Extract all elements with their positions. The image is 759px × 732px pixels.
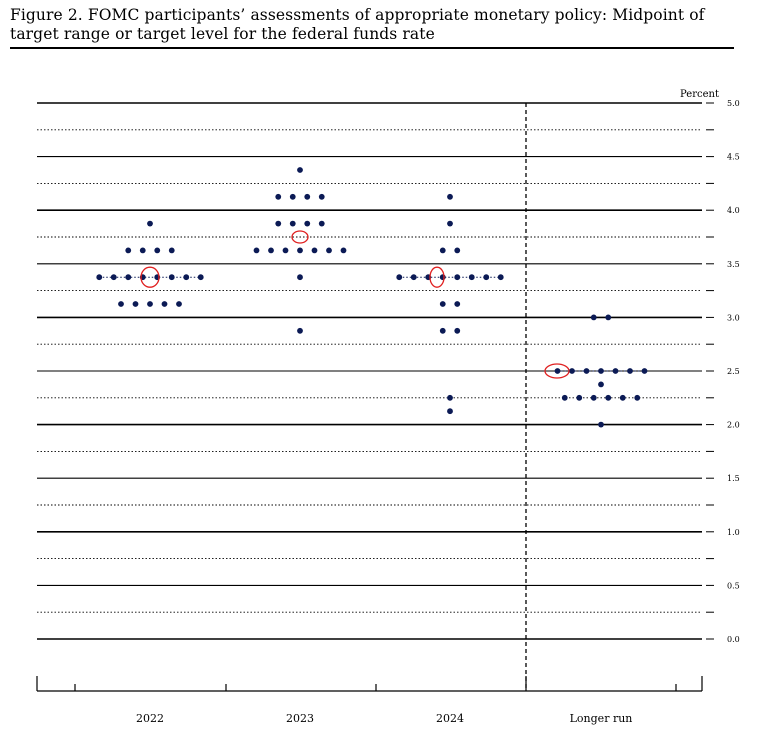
dot: [183, 274, 190, 281]
dot: [497, 274, 504, 281]
dot: [297, 167, 303, 173]
dot: [275, 220, 282, 227]
highlight-ellipse: [429, 266, 445, 288]
dot: [483, 274, 490, 281]
dot: [554, 368, 561, 374]
dot: [561, 394, 568, 401]
dot: [282, 247, 289, 254]
dot: [612, 368, 619, 374]
dot: [168, 247, 175, 254]
dot: [318, 220, 325, 227]
dot: [340, 247, 347, 254]
dot: [454, 247, 461, 254]
dot: [634, 394, 641, 401]
dot: [439, 247, 446, 254]
y-tick-label: 2.5: [727, 367, 740, 376]
dot: [297, 247, 303, 254]
y-tick-label: 4.0: [727, 206, 740, 215]
dot: [569, 368, 575, 374]
dot: [454, 301, 461, 307]
highlight-ellipse: [544, 363, 570, 379]
highlight-ellipse: [140, 266, 160, 288]
highlight-ellipse: [291, 230, 309, 244]
y-tick-label: 1.5: [727, 474, 740, 483]
dot: [447, 193, 453, 200]
dot: [304, 193, 311, 200]
y-tick-label: 4.5: [727, 153, 740, 162]
dot: [289, 220, 296, 227]
grid-lines: [37, 102, 702, 640]
x-category-label: 2024: [436, 712, 464, 725]
dot: [132, 301, 139, 307]
dot: [598, 368, 604, 374]
dot: [447, 408, 453, 415]
dot: [454, 274, 461, 281]
y-tick-label: 0.5: [727, 581, 740, 590]
dot: [289, 193, 296, 200]
dot: [311, 247, 318, 254]
dot: [576, 394, 583, 401]
dot: [297, 274, 303, 281]
dot: [468, 274, 475, 281]
dot: [598, 381, 604, 388]
dot: [125, 247, 132, 254]
dot: [439, 274, 446, 281]
dot: [627, 368, 633, 374]
dot: [447, 220, 453, 227]
dot: [168, 274, 175, 281]
dot: [125, 274, 132, 281]
y-tick-label: 1.0: [727, 528, 740, 537]
dot: [275, 193, 282, 200]
dot: [410, 274, 417, 281]
dot: [118, 301, 124, 307]
dot: [439, 301, 446, 307]
dot: [619, 394, 626, 401]
dot: [268, 247, 274, 254]
figure-title: Figure 2. FOMC participants’ assessments…: [10, 6, 705, 43]
dots: [96, 167, 648, 428]
dot: [161, 301, 168, 307]
x-category-label: 2022: [136, 712, 164, 725]
dot: [641, 368, 648, 374]
dot: [110, 274, 117, 281]
title-rule: [10, 47, 734, 49]
dot: [439, 327, 446, 334]
dot: [447, 394, 453, 401]
y-tick-label: 3.0: [727, 313, 740, 322]
highlights: [140, 230, 570, 379]
y-tick-label: 2.0: [727, 421, 740, 430]
dot: [326, 247, 332, 254]
dot: [304, 220, 311, 227]
dot: [590, 394, 597, 401]
x-category-label: 2023: [286, 712, 314, 725]
dot: [396, 274, 403, 281]
dot: [154, 247, 161, 254]
dot: [583, 368, 590, 374]
dot: [147, 301, 153, 307]
dot: [147, 220, 153, 227]
y-tick-label: 0.0: [727, 635, 740, 644]
y-tick-label: 5.0: [727, 99, 740, 108]
y-tick-label: 3.5: [727, 260, 740, 269]
dot: [96, 274, 103, 281]
dot: [605, 314, 612, 321]
dot: [605, 394, 612, 401]
dot: [598, 421, 604, 428]
y-axis-unit-label: Percent: [680, 89, 719, 100]
axis: 0.0 0.5 1.0 1.5 2.0 2.5 3.0 3.5 4.0 4.5 5.0 2022 202…: [36, 99, 740, 725]
dot: [590, 314, 597, 321]
dot: [297, 327, 303, 334]
x-category-label: Longer run: [570, 712, 633, 725]
dot: [318, 193, 325, 200]
dot: [253, 247, 260, 254]
dot: [454, 327, 461, 334]
dot: [139, 247, 146, 254]
dot: [176, 301, 182, 307]
dot: [197, 274, 204, 281]
